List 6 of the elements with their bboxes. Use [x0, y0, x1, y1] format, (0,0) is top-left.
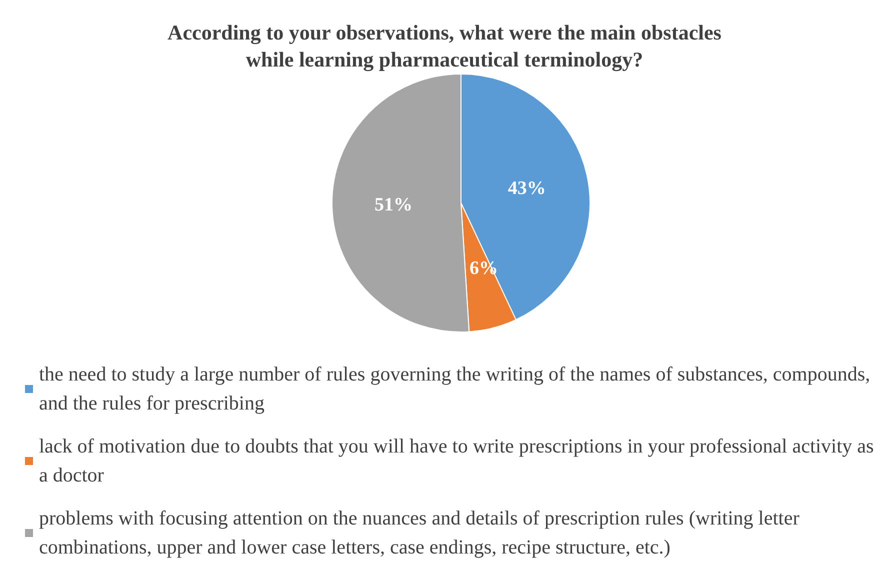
chart-title: According to your observations, what were the main obstacles while learning pharmaceutical terminology? — [168, 20, 722, 72]
data-label: 43% — [508, 178, 546, 199]
legend-label: problems with focusing attention on the nuances and details of prescription rules (writing letter combinations, upper and lower case letters, case endings, recipe structure, etc.) — [39, 508, 804, 558]
data-label: 51% — [374, 194, 413, 216]
legend-label: lack of motivation due to doubts that you will have to write prescriptions in your professional activity as a doctor — [39, 436, 879, 486]
legend-label: the need to study a large number of rules governing the writing of the names of substances, compounds, and the rules for prescribing — [39, 364, 876, 414]
